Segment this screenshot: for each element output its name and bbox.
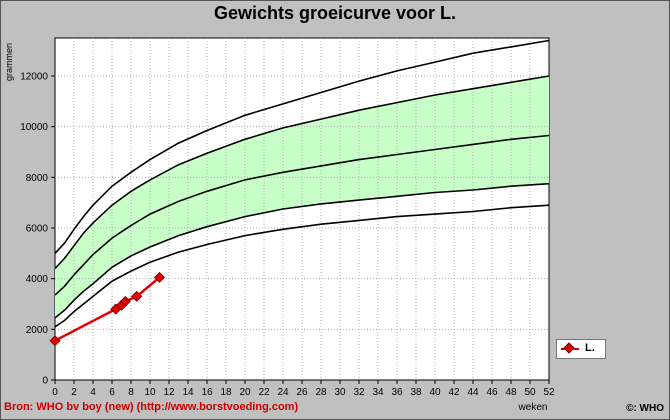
y-tick-label: 0: [42, 376, 48, 387]
percentile-curve-4: [54, 75, 550, 270]
source-text: Bron: WHO bv boy (new) (http://www.borst…: [4, 401, 299, 413]
y-tick-label: 2000: [26, 325, 49, 336]
x-tick-label: 46: [486, 387, 498, 398]
x-tick-label: 36: [391, 387, 403, 398]
x-tick-label: 12: [163, 387, 175, 398]
percentile-curve-3: [54, 134, 550, 296]
y-tick-label: 10000: [20, 122, 48, 133]
chart-title: Gewichts groeicurve voor L.: [213, 3, 457, 23]
x-tick-label: 16: [201, 387, 213, 398]
x-tick-label: 0: [52, 387, 58, 398]
tick-layer: 0 2 4 6 8 10 12 14 16 18 20 22 24 26 28 30 32 34 36 38 40 42 4…: [20, 72, 555, 399]
y-tick-label: 4000: [26, 274, 49, 285]
series-layer: [49, 271, 166, 347]
x-axis-label: weken: [518, 402, 548, 413]
x-tick-label: 18: [220, 387, 232, 398]
x-tick-label: 42: [448, 387, 460, 398]
percentile-curve-1: [54, 204, 550, 328]
x-tick-label: 24: [277, 387, 289, 398]
band-layer: [55, 76, 549, 318]
x-tick-label: 44: [467, 387, 479, 398]
x-tick-label: 8: [128, 387, 134, 398]
legend-marker: [563, 342, 575, 354]
x-tick-label: 26: [296, 387, 308, 398]
x-tick-label: 6: [109, 387, 115, 398]
x-tick-label: 28: [315, 387, 327, 398]
y-tick-label: 8000: [26, 173, 49, 184]
data-point: [153, 271, 166, 283]
x-tick-label: 40: [429, 387, 441, 398]
x-tick-label: 52: [543, 387, 555, 398]
copyright-text: ©: WHO: [626, 403, 664, 414]
data-point: [49, 335, 61, 347]
x-tick-label: 34: [372, 387, 384, 398]
y-axis-label: grammen: [4, 43, 14, 81]
x-tick-label: 2: [71, 387, 77, 398]
x-tick-label: 32: [353, 387, 365, 398]
data-point: [119, 295, 131, 307]
percentile-band: [55, 76, 549, 318]
percentile-curve-2: [54, 182, 550, 319]
x-tick-label: 48: [505, 387, 517, 398]
x-tick-label: 20: [239, 387, 251, 398]
x-tick-label: 14: [182, 387, 194, 398]
x-tick-label: 4: [90, 387, 96, 398]
legend-label: L.: [585, 342, 595, 354]
x-tick-label: 38: [410, 387, 422, 398]
x-tick-label: 22: [258, 387, 270, 398]
y-tick-label: 6000: [26, 224, 49, 235]
y-tick-label: 12000: [20, 72, 48, 83]
x-tick-label: 50: [524, 387, 536, 398]
x-tick-label: 10: [144, 387, 156, 398]
percentile-curve-5: [54, 39, 550, 254]
data-point: [131, 290, 143, 302]
curve-layer: [54, 39, 550, 328]
legend: L.: [556, 339, 606, 359]
x-tick-label: 30: [334, 387, 346, 398]
